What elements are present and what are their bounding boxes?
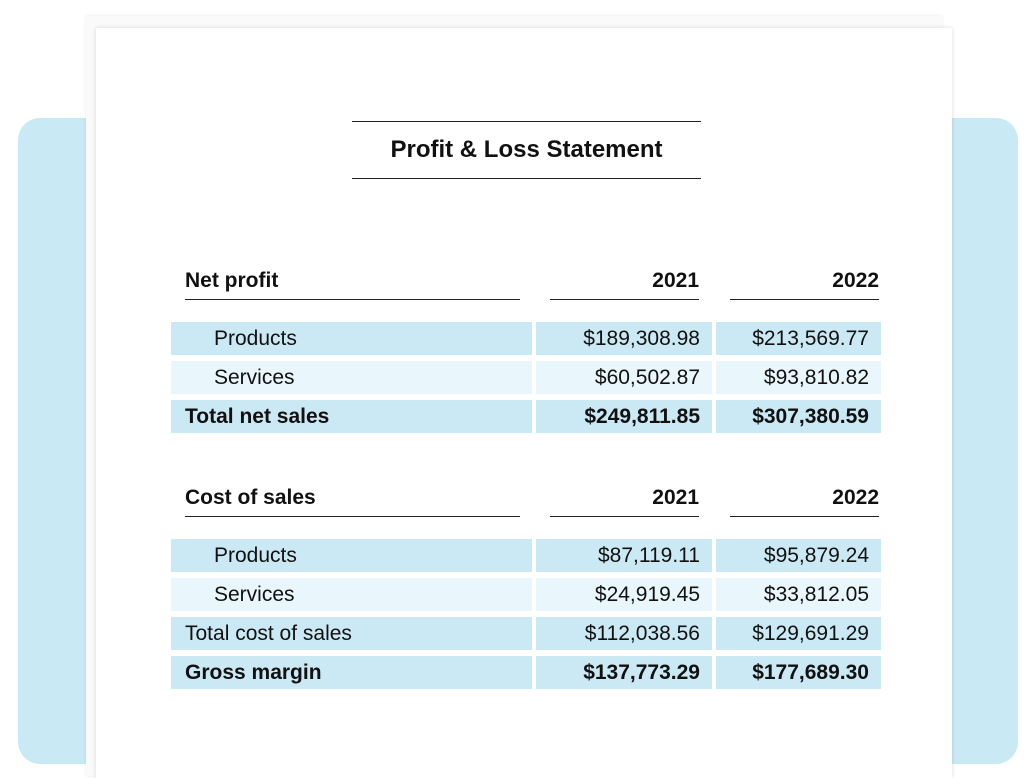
row-value-2022: $213,569.77: [716, 322, 881, 355]
row-value-2021: $249,811.85: [536, 400, 712, 433]
cost-of-sales-col-2021: 2021: [550, 479, 699, 517]
cost-of-sales-header: Cost of sales 2021 2022: [171, 479, 881, 519]
table-row: Products $87,119.11 $95,879.24: [171, 539, 881, 572]
row-label: Total cost of sales: [171, 617, 532, 650]
row-label: Products: [171, 322, 532, 355]
row-value-2022: $95,879.24: [716, 539, 881, 572]
net-profit-header: Net profit 2021 2022: [171, 262, 881, 302]
table-row: Total cost of sales $112,038.56 $129,691…: [171, 617, 881, 650]
row-label: Gross margin: [171, 656, 532, 689]
row-value-2022: $33,812.05: [716, 578, 881, 611]
page-title: Profit & Loss Statement: [352, 121, 701, 179]
total-row: Total net sales $249,811.85 $307,380.59: [171, 400, 881, 433]
net-profit-section: Net profit 2021 2022 Products $189,308.9…: [171, 262, 881, 433]
table-row: Services $60,502.87 $93,810.82: [171, 361, 881, 394]
table-row: Services $24,919.45 $33,812.05: [171, 578, 881, 611]
net-profit-heading: Net profit: [185, 262, 520, 300]
row-value-2022: $129,691.29: [716, 617, 881, 650]
row-value-2021: $189,308.98: [536, 322, 712, 355]
row-value-2021: $24,919.45: [536, 578, 712, 611]
row-value-2022: $307,380.59: [716, 400, 881, 433]
total-row: Gross margin $137,773.29 $177,689.30: [171, 656, 881, 689]
cost-of-sales-heading: Cost of sales: [185, 479, 520, 517]
row-value-2021: $60,502.87: [536, 361, 712, 394]
row-value-2022: $93,810.82: [716, 361, 881, 394]
cost-of-sales-section: Cost of sales 2021 2022 Products $87,119…: [171, 479, 881, 689]
row-value-2022: $177,689.30: [716, 656, 881, 689]
statement-page: Profit & Loss Statement Net profit 2021 …: [96, 28, 952, 778]
cost-of-sales-col-2022: 2022: [730, 479, 879, 517]
row-label: Total net sales: [171, 400, 532, 433]
row-label: Services: [171, 361, 532, 394]
row-value-2021: $112,038.56: [536, 617, 712, 650]
row-label: Products: [171, 539, 532, 572]
table-row: Products $189,308.98 $213,569.77: [171, 322, 881, 355]
row-label: Services: [171, 578, 532, 611]
net-profit-col-2022: 2022: [730, 262, 879, 300]
row-value-2021: $87,119.11: [536, 539, 712, 572]
row-value-2021: $137,773.29: [536, 656, 712, 689]
net-profit-col-2021: 2021: [550, 262, 699, 300]
